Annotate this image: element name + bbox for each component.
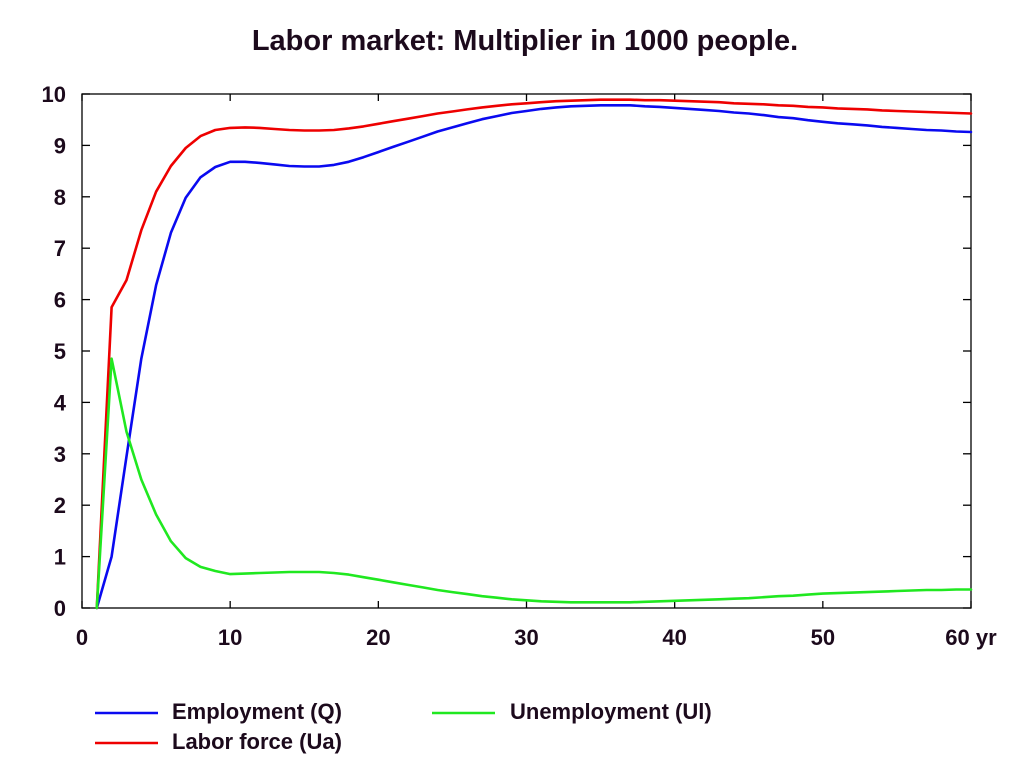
y-tick-label: 0 <box>54 596 66 621</box>
y-tick-label: 10 <box>42 82 66 107</box>
x-tick-label: 10 <box>218 625 242 650</box>
axis-tick-marks <box>81 93 972 609</box>
legend: Employment (Q) Labor force (Ua) Unemploy… <box>95 699 712 754</box>
x-tick-label: 30 <box>514 625 538 650</box>
legend-label-unemployment: Unemployment (Ul) <box>510 699 712 724</box>
series-line-labor-force <box>95 98 973 610</box>
y-tick-label: 5 <box>54 339 66 364</box>
x-tick-label: 20 <box>366 625 390 650</box>
y-tick-label: 1 <box>54 545 66 570</box>
y-tick-label: 9 <box>54 133 66 158</box>
series-line-employment <box>95 104 973 610</box>
x-tick-label: 40 <box>662 625 686 650</box>
y-tick-label: 3 <box>54 442 66 467</box>
y-tick-label: 6 <box>54 288 66 313</box>
series-lines <box>95 98 973 610</box>
series-line-unemployment <box>95 357 973 610</box>
x-tick-label: 50 <box>811 625 835 650</box>
x-axis-tick-labels: 0 10 20 30 40 50 60 yr <box>76 625 997 650</box>
plot-frame <box>81 93 972 609</box>
y-tick-label: 7 <box>54 236 66 261</box>
legend-label-labor-force: Labor force (Ua) <box>172 729 342 754</box>
legend-label-employment: Employment (Q) <box>172 699 342 724</box>
chart-title: Labor market: Multiplier in 1000 people. <box>252 25 798 57</box>
y-tick-label: 2 <box>54 493 66 518</box>
x-tick-label: 0 <box>76 625 88 650</box>
x-tick-label: 60 yr <box>945 625 997 650</box>
y-tick-label: 8 <box>54 185 66 210</box>
y-axis-tick-labels: 0 1 2 3 4 5 6 7 8 9 10 <box>42 82 67 621</box>
y-tick-label: 4 <box>54 390 67 415</box>
